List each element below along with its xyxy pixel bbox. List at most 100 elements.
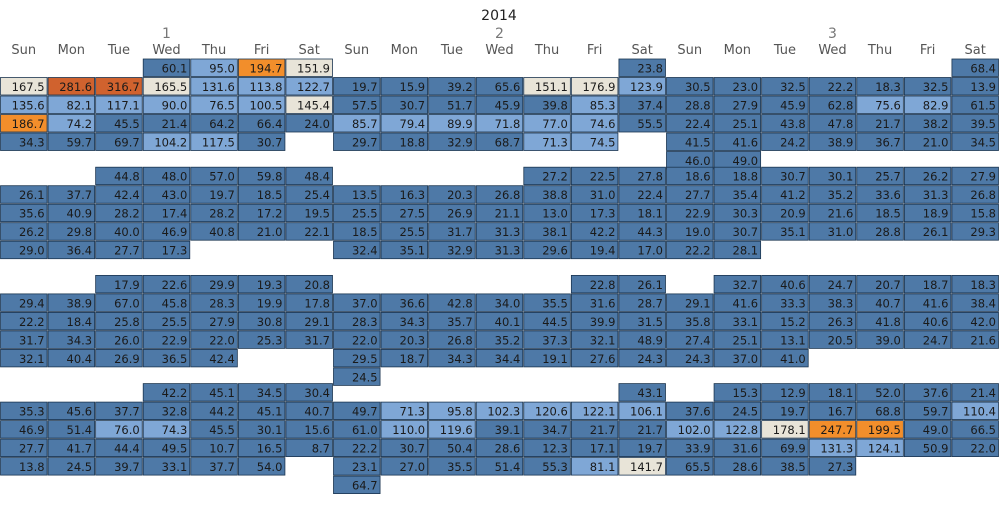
heatmap-cell xyxy=(666,330,714,349)
heatmap-cell xyxy=(333,132,381,151)
cell-value-label: 24.7 xyxy=(923,333,949,347)
heatmap-cell xyxy=(761,420,809,439)
heatmap-cell xyxy=(237,457,286,476)
heatmap-cell xyxy=(190,293,238,312)
heatmap-cell xyxy=(951,420,999,439)
heatmap-cell xyxy=(570,114,619,133)
heatmap-cell xyxy=(142,95,191,114)
heatmap-cell xyxy=(190,438,238,458)
cell-value-label: 39.1 xyxy=(495,423,521,437)
cell-value-label: 41.7 xyxy=(67,442,93,456)
heatmap-cell xyxy=(666,420,714,439)
heatmap-cell xyxy=(951,132,999,151)
heatmap-cell xyxy=(903,95,952,114)
heatmap-cell xyxy=(618,58,666,77)
heatmap-cell xyxy=(523,203,571,223)
cell-value-label: 29.5 xyxy=(352,352,378,366)
heatmap-cell xyxy=(475,95,524,114)
heatmap-cell xyxy=(856,166,904,186)
heatmap-cell xyxy=(333,311,381,331)
heatmap-cell xyxy=(666,114,714,133)
heatmap-cell xyxy=(237,383,286,402)
heatmap-cell xyxy=(713,95,762,114)
cell-value-label: 145.4 xyxy=(297,99,330,113)
heatmap-cell xyxy=(761,114,809,133)
cell-value-label: 23.8 xyxy=(637,62,663,76)
heatmap-cell xyxy=(47,240,96,260)
cell-value-label: 34.5 xyxy=(970,136,996,150)
cell-value-label: 45.1 xyxy=(257,405,283,419)
heatmap-cell xyxy=(95,293,143,312)
cell-value-label: 37.6 xyxy=(685,405,711,419)
cell-value-label: 15.6 xyxy=(304,423,330,437)
heatmap-cell xyxy=(808,420,857,439)
cell-value-label: 22.2 xyxy=(19,315,45,329)
heatmap-cell xyxy=(666,293,714,312)
heatmap-cell xyxy=(380,114,429,133)
heatmap-cell xyxy=(666,222,714,241)
cell-value-label: 38.9 xyxy=(828,136,854,150)
cell-value-label: 15.2 xyxy=(780,315,806,329)
cell-value-label: 29.4 xyxy=(19,296,45,310)
heatmap-cell xyxy=(95,132,143,151)
cell-value-label: 38.4 xyxy=(970,296,996,310)
cell-value-label: 23.1 xyxy=(352,460,378,474)
cell-value-label: 38.2 xyxy=(923,117,949,131)
cell-value-label: 19.5 xyxy=(304,207,330,221)
heatmap-cell xyxy=(47,222,96,241)
cell-value-label: 40.6 xyxy=(780,278,806,292)
heatmap-cell xyxy=(570,166,619,186)
cell-value-label: 54.0 xyxy=(257,460,283,474)
heatmap-cell xyxy=(903,114,952,133)
cell-value-label: 31.0 xyxy=(590,188,616,202)
heatmap-cell xyxy=(808,185,857,204)
day-header: Wed xyxy=(818,43,846,58)
heatmap-cell xyxy=(237,185,286,204)
heatmap-cell xyxy=(333,457,381,476)
heatmap-cell xyxy=(47,438,96,458)
heatmap-cell xyxy=(475,293,524,312)
heatmap-cell xyxy=(713,185,762,204)
heatmap-cell xyxy=(95,240,143,260)
cell-value-label: 37.7 xyxy=(114,405,140,419)
heatmap-cell xyxy=(808,293,857,312)
heatmap-cell xyxy=(523,185,571,204)
heatmap-cell xyxy=(333,367,381,386)
cell-value-label: 17.0 xyxy=(637,244,663,258)
cell-value-label: 26.8 xyxy=(447,333,473,347)
heatmap-cell xyxy=(237,401,286,421)
heatmap-cell xyxy=(475,401,524,421)
cell-value-label: 21.7 xyxy=(590,423,616,437)
heatmap-cell xyxy=(428,77,476,96)
cell-value-label: 25.5 xyxy=(400,225,426,239)
heatmap-cell xyxy=(666,203,714,223)
heatmap-cell xyxy=(523,77,571,96)
cell-value-label: 68.8 xyxy=(875,405,901,419)
cell-value-label: 17.8 xyxy=(304,296,330,310)
heatmap-cell xyxy=(618,203,666,223)
heatmap-cell xyxy=(190,330,238,349)
cell-value-label: 64.7 xyxy=(352,479,378,493)
cell-value-label: 42.2 xyxy=(162,386,188,400)
heatmap-cell xyxy=(903,185,952,204)
cell-value-label: 39.8 xyxy=(542,99,568,113)
heatmap-cell xyxy=(856,95,904,114)
heatmap-cell xyxy=(190,383,238,402)
heatmap-cell xyxy=(713,293,762,312)
cell-value-label: 247.7 xyxy=(820,423,853,437)
heatmap-cell xyxy=(0,240,48,260)
heatmap-cell xyxy=(903,166,952,186)
heatmap-cell xyxy=(570,222,619,241)
cell-value-label: 19.4 xyxy=(590,244,616,258)
cell-value-label: 44.4 xyxy=(114,442,140,456)
cell-value-label: 8.7 xyxy=(312,442,330,456)
heatmap-cell xyxy=(47,330,96,349)
cell-value-label: 25.7 xyxy=(875,170,901,184)
cell-value-label: 24.2 xyxy=(780,136,806,150)
heatmap-cell xyxy=(428,293,476,312)
heatmap-cell xyxy=(903,311,952,331)
heatmap-cell xyxy=(761,311,809,331)
cell-value-label: 110.4 xyxy=(963,405,996,419)
heatmap-cell xyxy=(428,401,476,421)
cell-value-label: 48.0 xyxy=(162,170,188,184)
